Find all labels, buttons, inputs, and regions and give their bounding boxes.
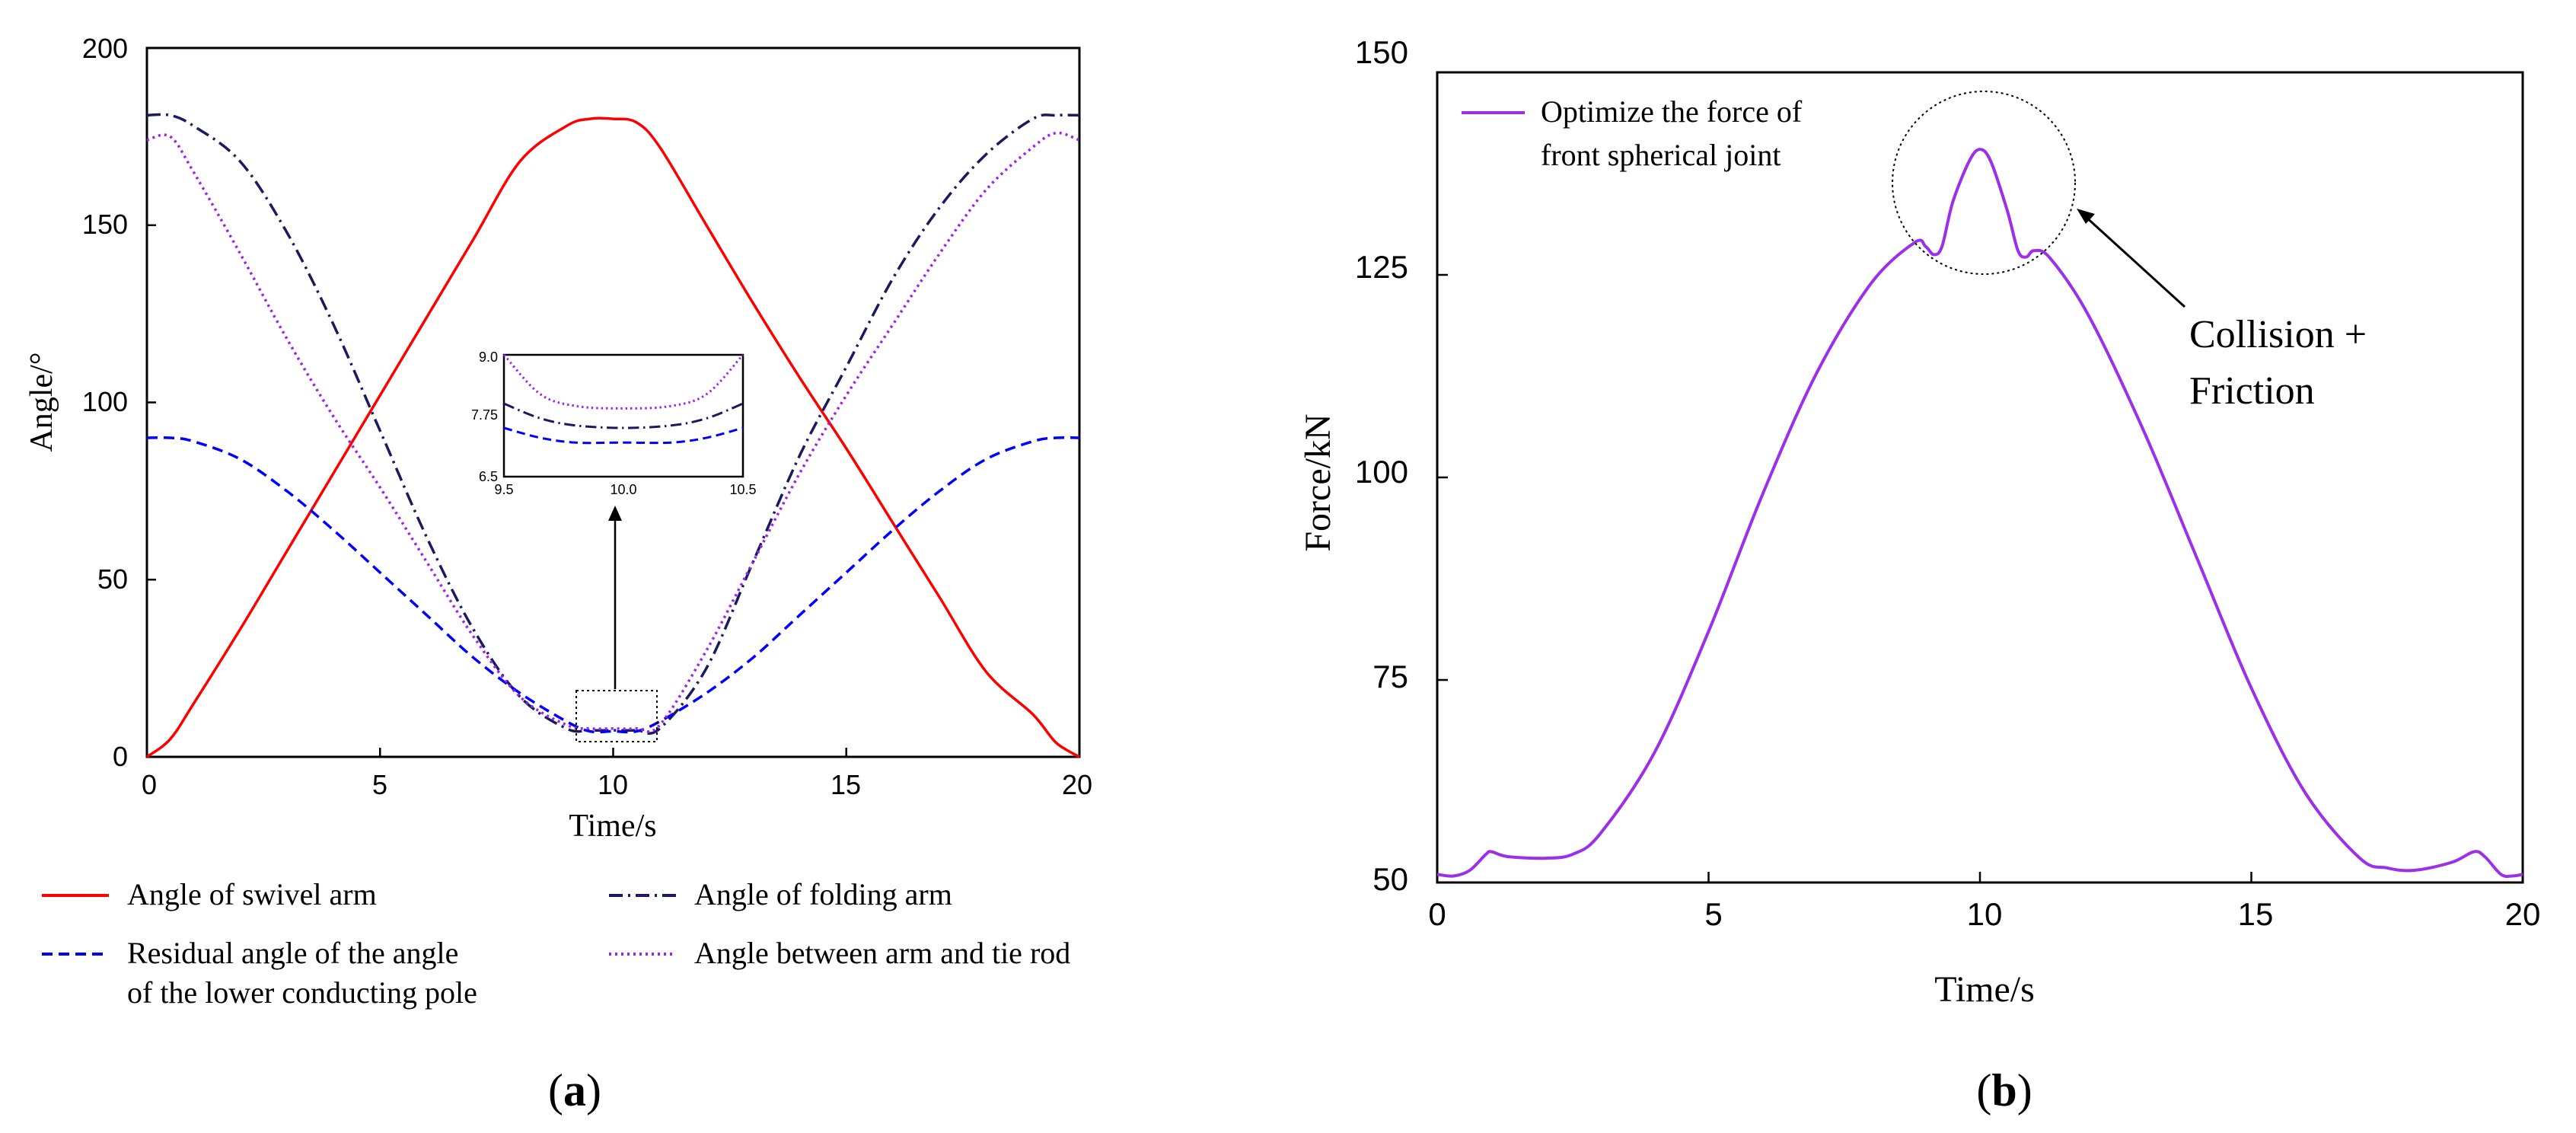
annotation-arrowhead bbox=[2077, 209, 2095, 224]
legend-label-residual-angle: Residual angle of the angle of the lower… bbox=[127, 936, 477, 1010]
y-tick-label: 125 bbox=[1355, 249, 1408, 285]
y-tick-label: 150 bbox=[82, 209, 128, 240]
panel-letter: a bbox=[563, 1065, 586, 1115]
x-tick-label: 15 bbox=[831, 769, 861, 800]
y-tick-label: 200 bbox=[82, 33, 128, 64]
inset-y-tick-label: 9.0 bbox=[479, 349, 498, 365]
panel-letter: b bbox=[1991, 1065, 2016, 1115]
inset-line-residual-angle bbox=[503, 426, 744, 445]
y-axis-label: Force/kN bbox=[1298, 413, 1338, 551]
inset-series-group bbox=[502, 353, 744, 445]
inset-x-tick-label: 9.5 bbox=[494, 482, 513, 497]
inset-y-tick-label: 7.75 bbox=[471, 407, 498, 423]
peak-highlight-circle bbox=[1892, 91, 2076, 275]
x-axis-label: Time/s bbox=[569, 809, 656, 844]
y-tick-label: 50 bbox=[1372, 861, 1408, 897]
annotation-text: Collision + Friction bbox=[2189, 313, 2377, 413]
plot-frame-b bbox=[1436, 71, 2524, 884]
x-axis-label: Time/s bbox=[1934, 969, 2035, 1010]
series-group-b bbox=[1436, 148, 2523, 879]
inset-line-arm-tie-rod bbox=[502, 353, 744, 410]
inset-x-tick-label: 10.5 bbox=[729, 482, 756, 497]
y-tick-label: 50 bbox=[97, 563, 128, 595]
legend-a: Angle of swivel arm Residual angle of th… bbox=[42, 877, 1070, 1010]
inset-frame bbox=[502, 353, 744, 478]
x-tick-label: 15 bbox=[2238, 896, 2274, 932]
series-line-arm-tie-rod bbox=[146, 131, 1080, 733]
inset-chart: 9.0 7.75 6.5 9.5 10.0 10.5 bbox=[471, 349, 757, 497]
panel-label-a: (a) bbox=[548, 1065, 601, 1115]
legend-label-arm-tie-rod: Angle between arm and tie rod bbox=[694, 936, 1070, 970]
series-group-a bbox=[145, 113, 1080, 758]
x-tick-label: 5 bbox=[372, 769, 387, 800]
legend-label-line: Optimize the force of bbox=[1541, 94, 1803, 129]
zoom-region-box bbox=[575, 690, 658, 742]
inset-line-folding-arm bbox=[503, 402, 744, 429]
series-line-folding-arm bbox=[146, 113, 1080, 736]
annotation-arrow bbox=[2083, 214, 2186, 308]
inset-x-tick-label: 10.0 bbox=[610, 482, 636, 497]
y-axis-label: Angle/° bbox=[24, 352, 59, 452]
series-line-spherical-joint-force bbox=[1436, 148, 2523, 879]
y-tick-label: 100 bbox=[82, 386, 128, 417]
x-tick-label: 10 bbox=[598, 769, 628, 800]
x-tick-label: 10 bbox=[1967, 896, 2003, 932]
x-tick-label: 5 bbox=[1704, 896, 1722, 932]
legend-label-folding-arm: Angle of folding arm bbox=[694, 877, 952, 911]
y-tick-label: 100 bbox=[1355, 454, 1408, 490]
x-tick-label: 20 bbox=[1062, 769, 1092, 800]
legend-label-line: Residual angle of the angle bbox=[127, 936, 458, 970]
legend-label-spherical-joint: Optimize the force of front spherical jo… bbox=[1541, 94, 1809, 172]
series-line-swivel-arm bbox=[145, 116, 1080, 758]
legend-label-line: of the lower conducting pole bbox=[127, 975, 477, 1010]
axis-ticks-b bbox=[1436, 71, 2524, 884]
y-tick-label: 150 bbox=[1355, 34, 1408, 70]
series-line-residual-angle bbox=[146, 436, 1080, 734]
chart-panel-a: 0 50 100 150 200 0 5 10 15 20 Time/s Ang… bbox=[24, 33, 1092, 1115]
annotation-line: Collision + bbox=[2189, 313, 2367, 356]
inset-y-tick-label: 6.5 bbox=[479, 469, 498, 484]
annotation-line: Friction bbox=[2189, 369, 2315, 413]
x-tick-label: 20 bbox=[2505, 896, 2541, 932]
legend-label-swivel-arm: Angle of swivel arm bbox=[127, 877, 377, 911]
x-tick-label: 0 bbox=[1428, 896, 1446, 932]
x-tick-label: 0 bbox=[142, 769, 157, 800]
panel-label-b: (b) bbox=[1976, 1065, 2032, 1115]
y-tick-label: 75 bbox=[1372, 659, 1408, 694]
chart-panel-b: 50 75 100 125 150 0 5 10 15 20 Time/s Fo… bbox=[1298, 34, 2540, 1115]
y-tick-label: 0 bbox=[113, 741, 128, 772]
zoom-arrowhead bbox=[608, 506, 622, 521]
legend-label-line: front spherical joint bbox=[1541, 138, 1781, 172]
